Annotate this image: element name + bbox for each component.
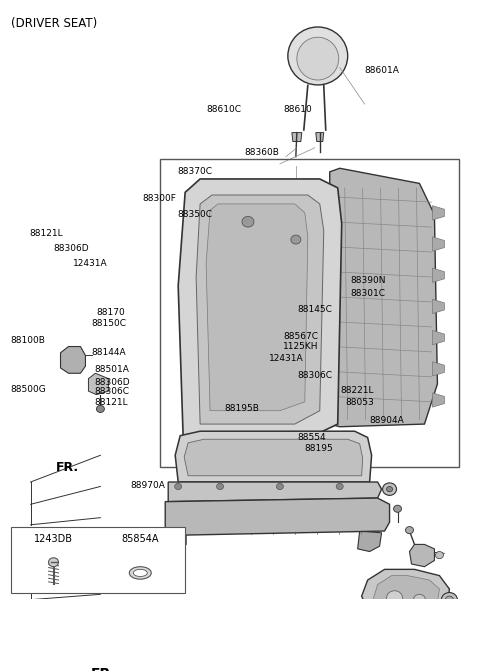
Text: 88370C: 88370C [178, 166, 213, 176]
Circle shape [406, 527, 413, 533]
Ellipse shape [297, 37, 339, 80]
Circle shape [216, 483, 224, 490]
Text: 88554: 88554 [298, 433, 326, 442]
Polygon shape [361, 570, 449, 623]
Text: 88145C: 88145C [298, 305, 332, 314]
Circle shape [445, 596, 454, 603]
Text: 88306D: 88306D [53, 244, 89, 254]
Text: 88300F: 88300F [142, 193, 176, 203]
Polygon shape [316, 133, 324, 142]
Text: 88306C: 88306C [94, 387, 129, 397]
Circle shape [336, 483, 343, 490]
Text: 88970A: 88970A [130, 480, 165, 490]
Text: 88360B: 88360B [245, 148, 280, 156]
Circle shape [442, 592, 457, 607]
Text: 88501A: 88501A [94, 365, 129, 374]
Polygon shape [196, 195, 324, 424]
Text: 88053: 88053 [345, 398, 374, 407]
Circle shape [242, 216, 254, 227]
Circle shape [407, 645, 417, 654]
Polygon shape [88, 373, 108, 395]
Text: 88121L: 88121L [94, 398, 128, 407]
Circle shape [386, 590, 403, 605]
Polygon shape [184, 440, 363, 476]
Text: 88195: 88195 [304, 444, 333, 452]
Text: 88306D: 88306D [94, 378, 130, 386]
Polygon shape [60, 346, 85, 373]
Polygon shape [432, 206, 444, 220]
Polygon shape [373, 576, 439, 616]
Circle shape [435, 552, 444, 559]
Polygon shape [178, 179, 342, 437]
Polygon shape [432, 268, 444, 282]
Circle shape [276, 483, 283, 490]
Polygon shape [175, 431, 372, 482]
Bar [11, 527, 185, 593]
Text: 88610C: 88610C [206, 105, 241, 114]
Bar [160, 159, 459, 467]
Circle shape [386, 486, 393, 492]
Text: 12431A: 12431A [269, 354, 303, 363]
Polygon shape [432, 362, 444, 376]
Polygon shape [409, 544, 434, 567]
Circle shape [447, 629, 461, 641]
Polygon shape [110, 665, 140, 671]
Text: FR.: FR. [90, 667, 116, 671]
Text: 88144A: 88144A [92, 348, 126, 357]
Polygon shape [206, 204, 308, 411]
Circle shape [450, 632, 458, 639]
Text: 88390N: 88390N [350, 276, 385, 285]
Polygon shape [165, 498, 390, 535]
Circle shape [48, 558, 59, 567]
Polygon shape [292, 133, 302, 142]
Text: 88904A: 88904A [369, 416, 404, 425]
Ellipse shape [129, 567, 151, 579]
Text: FR.: FR. [56, 461, 79, 474]
Text: 1125KH: 1125KH [283, 342, 319, 351]
Text: 85854A: 85854A [121, 534, 159, 544]
Text: 88306C: 88306C [298, 370, 333, 380]
Text: 88121L: 88121L [29, 229, 63, 238]
Polygon shape [432, 331, 444, 345]
Circle shape [383, 483, 396, 495]
Circle shape [394, 505, 402, 513]
Text: 1243DB: 1243DB [34, 534, 73, 544]
Text: 88301C: 88301C [350, 289, 385, 298]
Polygon shape [432, 299, 444, 313]
Text: 88221L: 88221L [340, 386, 374, 395]
Text: 88150C: 88150C [92, 319, 127, 328]
Polygon shape [168, 535, 186, 552]
Polygon shape [358, 531, 382, 552]
Circle shape [413, 595, 425, 605]
Circle shape [291, 235, 301, 244]
Text: 12431A: 12431A [72, 260, 107, 268]
Text: 88500G: 88500G [10, 385, 46, 394]
Text: 88195B: 88195B [225, 404, 260, 413]
Text: 88610: 88610 [283, 105, 312, 114]
Text: 88350C: 88350C [178, 210, 213, 219]
Ellipse shape [133, 570, 147, 576]
Polygon shape [168, 482, 382, 502]
Text: 88170: 88170 [96, 309, 125, 317]
Circle shape [175, 483, 181, 490]
Text: 88100B: 88100B [10, 336, 45, 345]
Circle shape [96, 405, 104, 413]
Text: 88567C: 88567C [283, 332, 318, 342]
Polygon shape [384, 623, 412, 644]
Polygon shape [432, 393, 444, 407]
Text: (DRIVER SEAT): (DRIVER SEAT) [11, 17, 97, 30]
Text: 88601A: 88601A [364, 66, 399, 74]
Ellipse shape [288, 27, 348, 85]
Polygon shape [330, 168, 437, 427]
Polygon shape [432, 237, 444, 251]
